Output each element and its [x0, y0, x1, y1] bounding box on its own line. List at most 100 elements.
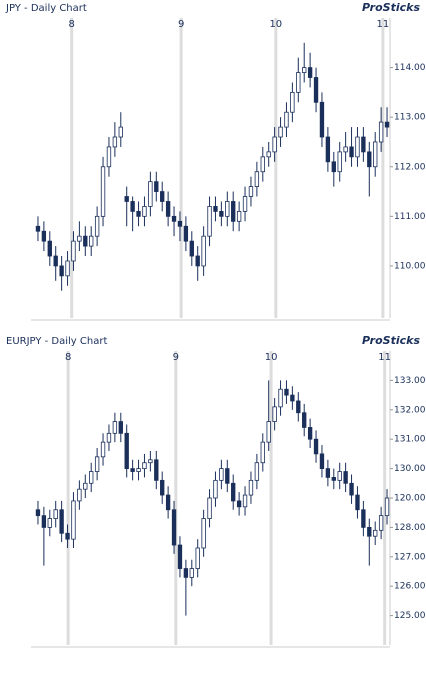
candle-body: [219, 210, 224, 217]
candle-body: [53, 255, 58, 267]
candle-body: [373, 141, 378, 168]
x-tick-label: 10: [269, 19, 282, 30]
candle-body: [284, 111, 289, 128]
chart-title: EURJPY - Daily Chart: [6, 336, 107, 347]
candle-body: [171, 509, 177, 546]
candle-body: [100, 441, 106, 458]
y-tick-label: 125.00: [394, 611, 426, 621]
candle-body: [130, 201, 135, 212]
candle-body: [89, 471, 94, 484]
candle-body: [112, 421, 118, 434]
candle-body: [201, 235, 206, 267]
candle-body: [94, 456, 100, 472]
candle-body: [89, 235, 94, 247]
candle-body: [361, 509, 366, 528]
y-tick-label: 132.00: [394, 405, 426, 415]
x-tick-label: 9: [178, 19, 184, 30]
candle-body: [106, 146, 112, 168]
candle-body: [160, 191, 165, 202]
candle-body: [278, 388, 283, 408]
y-tick-label: 120.00: [394, 494, 426, 504]
candle-body: [242, 196, 248, 212]
candle-body: [59, 265, 64, 277]
chart-title: JPY - Daily Chart: [5, 3, 87, 14]
candle-body: [272, 136, 277, 153]
x-tick-label: 8: [65, 352, 71, 363]
candle-body: [290, 91, 295, 113]
brand: ProSticks: [362, 334, 420, 347]
y-tick-label: 126.00: [394, 582, 426, 592]
candle-body: [136, 210, 141, 217]
brand: ProSticks: [362, 1, 420, 14]
candle-body: [302, 67, 307, 73]
y-tick-label: 128.00: [394, 523, 426, 533]
x-tick-label: 9: [173, 352, 179, 363]
candle-body: [225, 468, 230, 484]
candle-body: [41, 515, 47, 528]
candle-body: [384, 121, 390, 128]
y-tick-label: 111.00: [394, 212, 426, 222]
candle-body: [319, 453, 325, 469]
y-tick-label: 114.00: [394, 63, 426, 73]
candle-body: [183, 568, 189, 578]
candle-body: [337, 151, 342, 173]
candle-body: [124, 196, 129, 202]
candle-body: [35, 225, 41, 232]
candle-body: [307, 427, 313, 440]
candle-body: [94, 215, 100, 237]
candle-body: [207, 206, 212, 237]
candle-body: [213, 206, 218, 212]
y-tick-label: 131.00: [394, 435, 426, 445]
candle-body: [189, 240, 194, 257]
candle-body: [165, 494, 171, 511]
candle-body: [225, 201, 230, 217]
candle-body: [331, 161, 336, 173]
candle-body: [142, 462, 147, 470]
candle-body: [367, 151, 372, 168]
candle-body: [313, 77, 319, 103]
y-tick-label: 127.00: [394, 552, 426, 562]
candle-body: [248, 186, 254, 197]
x-tick-label: 10: [265, 352, 278, 363]
candle-body: [378, 121, 384, 143]
candle-body: [378, 515, 384, 531]
x-tick-label: 8: [68, 19, 74, 30]
candle-body: [361, 136, 366, 153]
candle-body: [177, 544, 183, 569]
candle-body: [53, 509, 58, 519]
y-tick-label: 113.00: [394, 113, 426, 123]
candle-body: [325, 136, 331, 163]
candle-body: [343, 146, 348, 153]
candle-body: [148, 459, 153, 464]
candle-body: [331, 477, 336, 481]
candle-body: [100, 166, 106, 217]
candle-body: [231, 482, 236, 502]
candle-body: [325, 468, 331, 478]
candle-body: [183, 225, 189, 242]
candle-body: [195, 255, 200, 267]
candle-body: [231, 201, 236, 222]
candle-body: [165, 201, 171, 217]
candle-body: [367, 527, 372, 537]
candle-body: [290, 394, 295, 402]
candle-body: [355, 136, 360, 158]
candle-body: [260, 156, 265, 173]
candle-body: [343, 471, 348, 484]
candle-body: [296, 400, 301, 414]
x-tick-label: 11: [377, 19, 390, 30]
candle-body: [195, 547, 200, 569]
candle-body: [77, 488, 82, 502]
candle-body: [201, 518, 206, 549]
y-tick-label: 112.00: [394, 162, 426, 172]
candle-body: [349, 482, 354, 496]
candle-body: [71, 240, 76, 262]
candle-body: [142, 206, 147, 217]
candle-body: [130, 468, 135, 472]
candle-body: [77, 235, 82, 242]
candle-body: [177, 220, 183, 227]
candle-body: [266, 151, 271, 158]
candle-body: [65, 532, 70, 540]
candle-body: [160, 479, 165, 496]
candle-body: [148, 181, 153, 207]
